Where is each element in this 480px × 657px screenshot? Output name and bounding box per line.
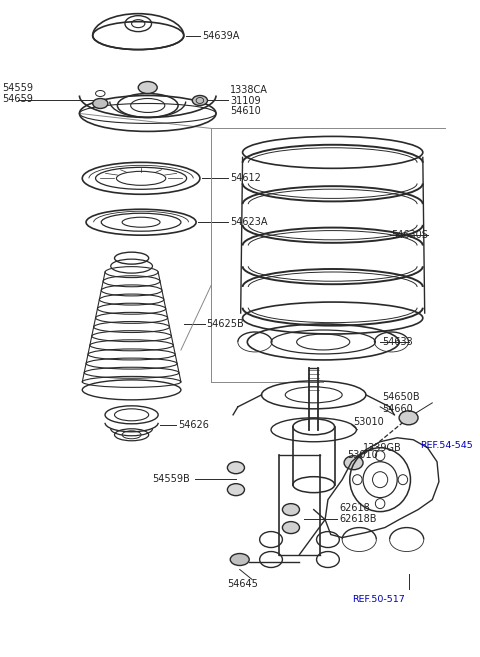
Text: 1338CA
31109: 1338CA 31109 [230, 85, 268, 106]
Ellipse shape [228, 462, 244, 474]
Ellipse shape [138, 81, 157, 93]
Ellipse shape [344, 456, 363, 470]
Text: 54612: 54612 [230, 173, 261, 183]
Text: 54626: 54626 [178, 420, 209, 430]
Text: 54645: 54645 [227, 579, 258, 589]
Text: 53010: 53010 [354, 417, 384, 427]
Text: REF.54-545: REF.54-545 [420, 442, 473, 450]
Text: 54623A: 54623A [230, 217, 268, 227]
Ellipse shape [228, 484, 244, 495]
Text: 54650B
54660: 54650B 54660 [382, 392, 420, 414]
Text: 54633: 54633 [382, 337, 413, 347]
Text: 54610: 54610 [230, 106, 261, 116]
Ellipse shape [282, 504, 300, 516]
Text: 62618
62618B: 62618 62618B [339, 503, 377, 524]
Ellipse shape [399, 411, 418, 425]
Text: 54559B: 54559B [153, 474, 191, 484]
Text: 54559
54659: 54559 54659 [2, 83, 34, 104]
Text: 54625B: 54625B [206, 319, 244, 329]
Text: 53010: 53010 [347, 450, 378, 460]
Text: 54630S: 54630S [392, 230, 428, 240]
Text: 54639A: 54639A [202, 31, 239, 41]
Ellipse shape [93, 99, 108, 108]
Text: REF.50-517: REF.50-517 [352, 595, 405, 604]
Text: 1339GB: 1339GB [363, 443, 402, 453]
Ellipse shape [282, 522, 300, 533]
Ellipse shape [230, 554, 249, 566]
Ellipse shape [192, 95, 207, 106]
